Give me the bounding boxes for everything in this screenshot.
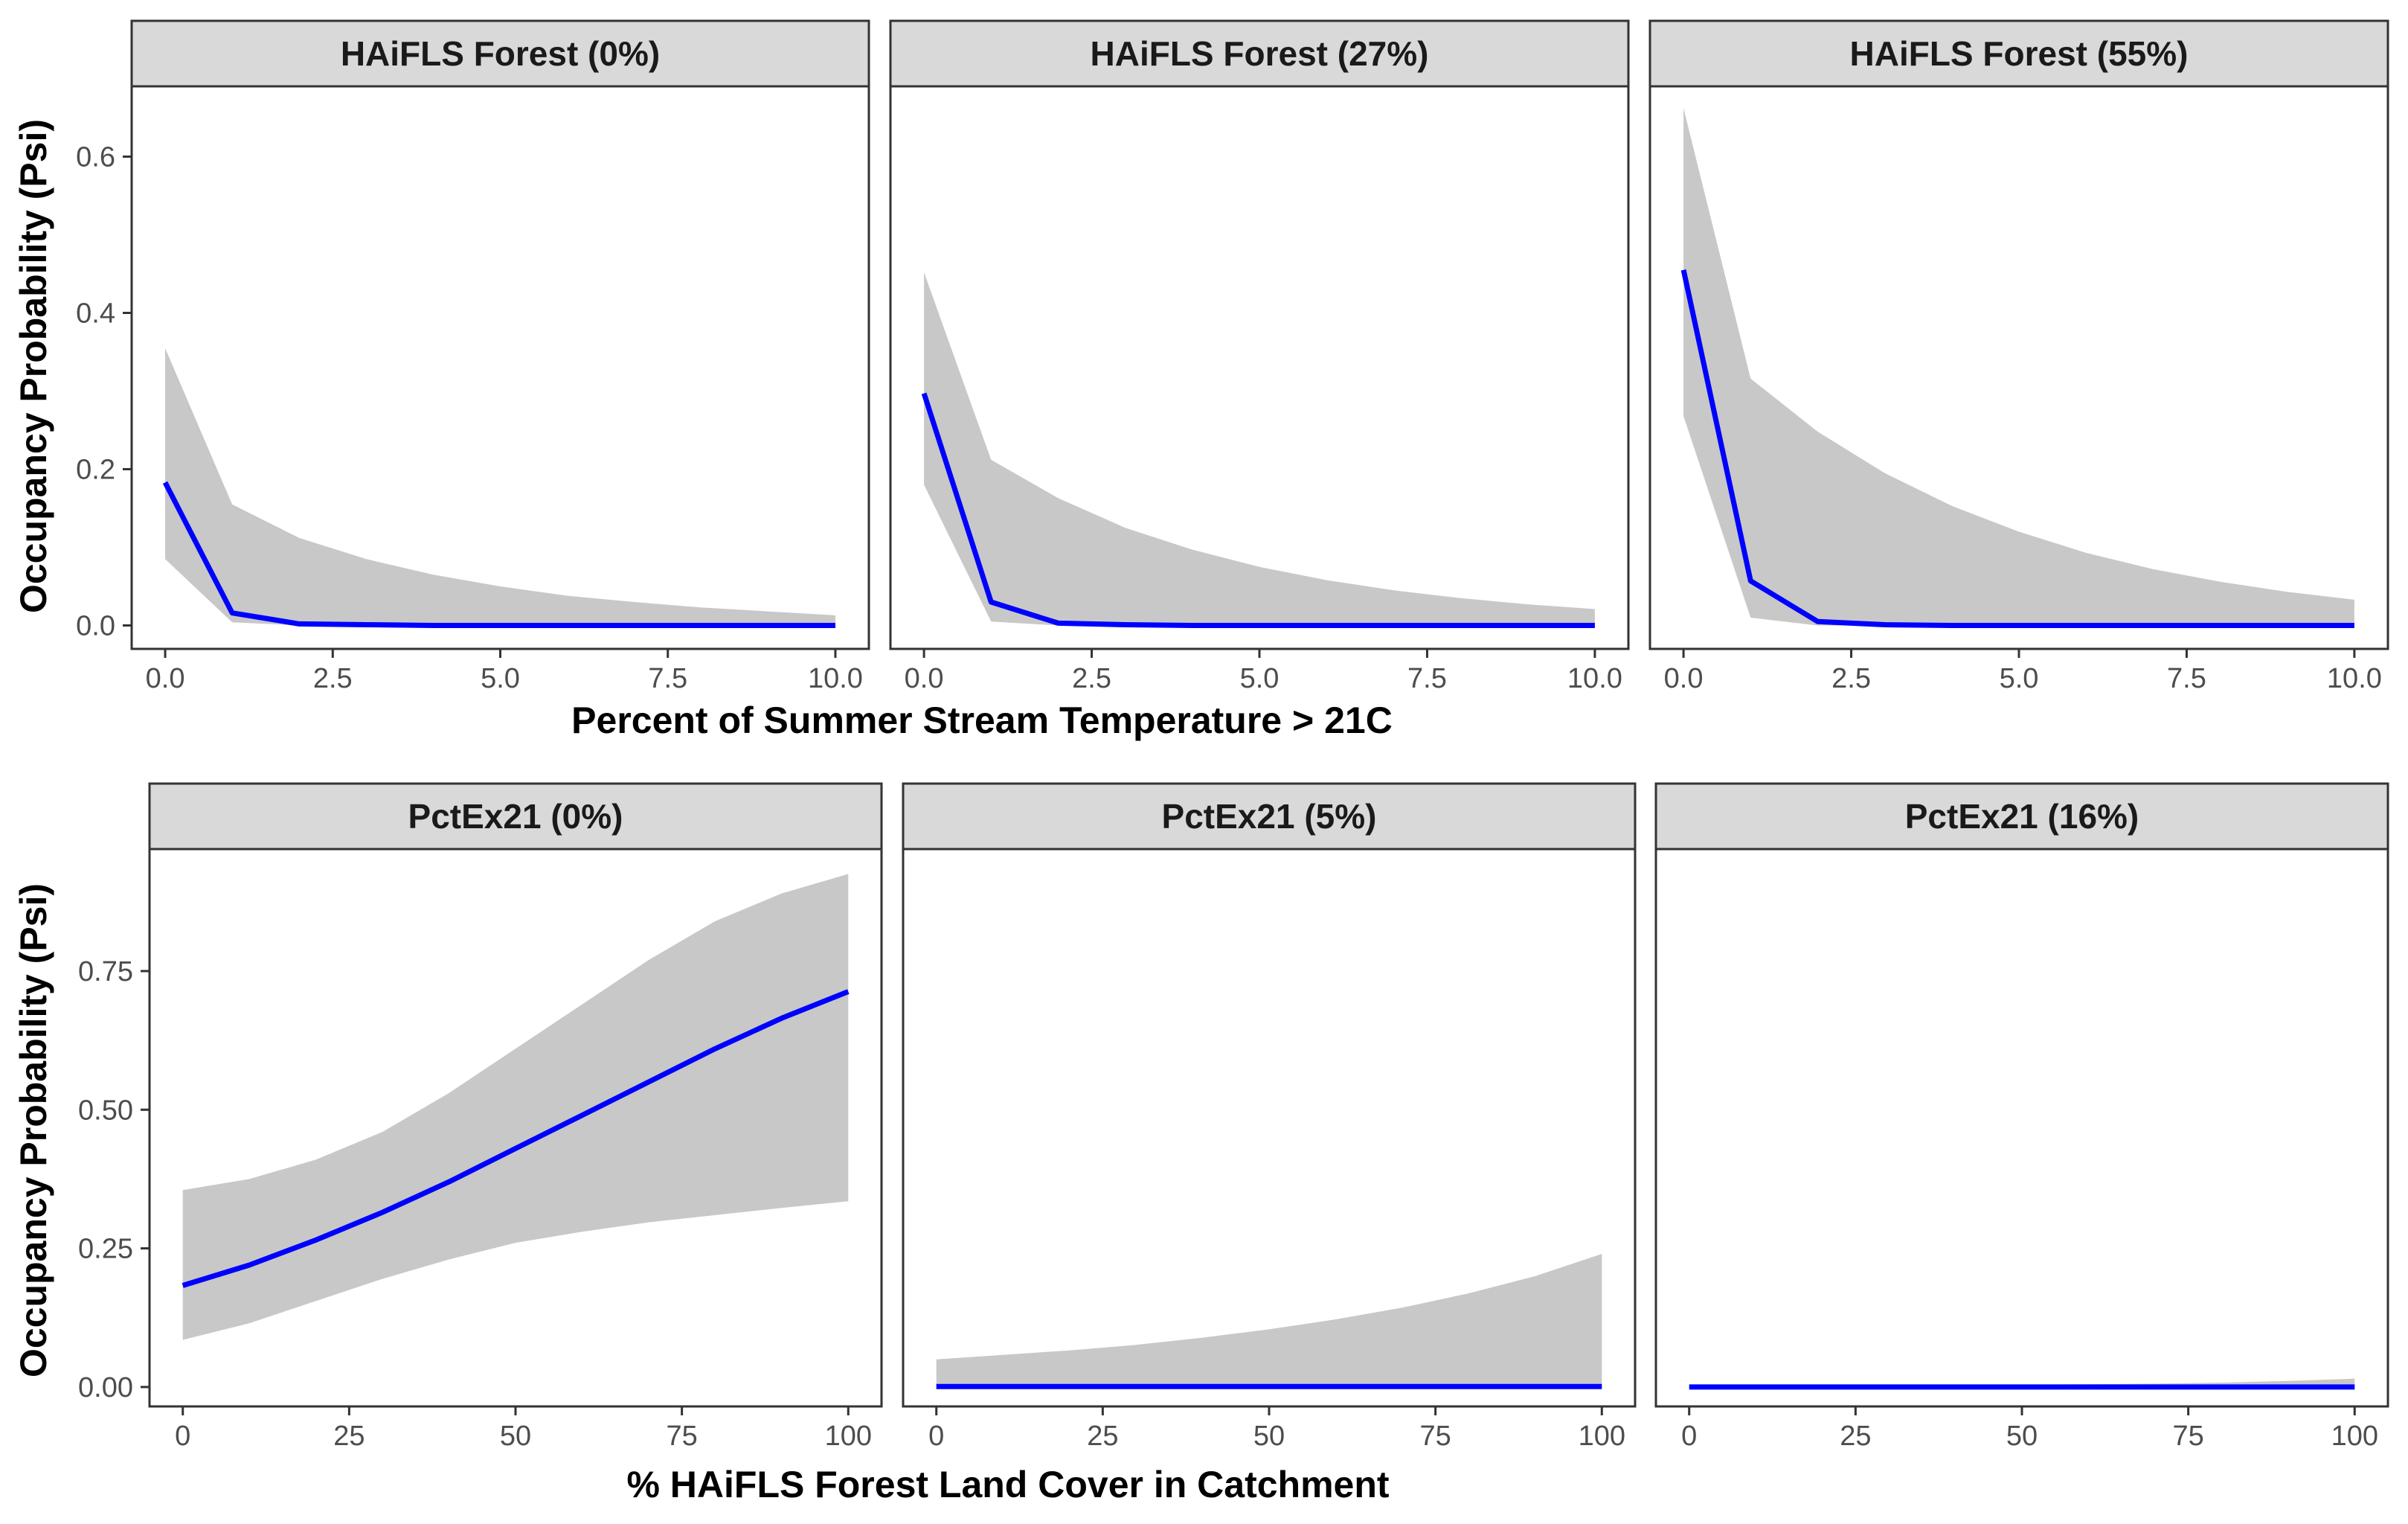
- occupancy-line: [1680, 269, 2354, 628]
- facet-title: HAiFLS Forest (27%): [1091, 34, 1429, 73]
- bottom-y-axis-title: Occupancy Probability (Psi): [13, 883, 54, 1377]
- facet-strip: [1648, 19, 2389, 88]
- x-tick-label: 75: [1419, 1421, 1451, 1452]
- facet-panels: HAiFLS Forest (0%) 0.0 2.5 5.0 7.5 10.0 0.0 0.2…: [76, 19, 2389, 1452]
- facet-title: PctEx21 (0%): [408, 797, 623, 836]
- y-tick-label: 0.50: [78, 1095, 133, 1126]
- facet-strip: [130, 19, 870, 88]
- y-tick-label: 0.6: [76, 142, 115, 173]
- occupancy-line: [162, 481, 835, 628]
- data-layer: [921, 272, 1595, 628]
- y-tick-label: 0.0: [76, 611, 115, 642]
- confidence-ribbon: [165, 348, 835, 626]
- data-layer: [182, 874, 850, 1340]
- facet-title: HAiFLS Forest (0%): [341, 34, 660, 73]
- x-tick-label: 0.0: [905, 663, 944, 694]
- top-y-axis-title: Occupancy Probability (Psi): [13, 119, 54, 613]
- y-tick-label: 0.25: [78, 1234, 133, 1265]
- facet-panel: HAiFLS Forest (27%) 0.0 2.5 5.0 7.5 10.0: [889, 19, 1630, 694]
- x-tick-label: 50: [500, 1421, 531, 1452]
- confidence-ribbon: [936, 1254, 1602, 1387]
- x-tick-label: 0: [1681, 1421, 1697, 1452]
- top-x-axis-title: Percent of Summer Stream Temperature > 2…: [571, 699, 1393, 741]
- x-tick-label: 5.0: [481, 663, 520, 694]
- panel-background: [1656, 849, 2388, 1406]
- x-tick-label: 7.5: [1407, 663, 1447, 694]
- facet-panel: PctEx21 (5%) 0 25 50 75 100: [902, 782, 1637, 1452]
- facet-panel: PctEx21 (16%) 0 25 50 75 100: [1654, 782, 2389, 1452]
- x-tick-label: 50: [1253, 1421, 1285, 1452]
- facet-strip: [902, 782, 1637, 851]
- y-tick-label: 0.4: [76, 298, 115, 330]
- x-tick-label: 100: [2331, 1421, 2378, 1452]
- bottom-x-axis-title: % HAiFLS Forest Land Cover in Catchment: [626, 1464, 1389, 1505]
- data-layer: [1680, 108, 2354, 628]
- data-layer: [936, 1254, 1602, 1389]
- x-tick-label: 5.0: [2000, 663, 2039, 694]
- facet-title: PctEx21 (16%): [1905, 797, 2139, 836]
- x-tick-label: 10.0: [1567, 663, 1622, 694]
- x-tick-label: 50: [2006, 1421, 2038, 1452]
- x-tick-label: 10.0: [2327, 663, 2382, 694]
- x-tick-label: 100: [1579, 1421, 1625, 1452]
- facet-strip: [148, 782, 883, 851]
- x-tick-label: 75: [666, 1421, 697, 1452]
- x-tick-label: 100: [825, 1421, 872, 1452]
- facet-panel: PctEx21 (0%) 0 25 50 75 100 0.00 0.25 0.50 0.75: [78, 782, 883, 1452]
- occupancy-line: [182, 989, 850, 1288]
- x-tick-label: 0: [175, 1421, 190, 1452]
- y-tick-label: 0.2: [76, 455, 115, 486]
- x-tick-label: 0.0: [146, 663, 185, 694]
- facet-panel: HAiFLS Forest (0%) 0.0 2.5 5.0 7.5 10.0 0.0 0.2…: [76, 19, 870, 694]
- x-tick-label: 2.5: [1072, 663, 1111, 694]
- data-layer: [1689, 1378, 2355, 1390]
- y-tick-label: 0.00: [78, 1372, 133, 1403]
- facet-title: HAiFLS Forest (55%): [1850, 34, 2189, 73]
- occupancy-line: [921, 392, 1595, 628]
- x-tick-label: 0: [928, 1421, 944, 1452]
- x-tick-label: 75: [2172, 1421, 2203, 1452]
- facet-panel: HAiFLS Forest (55%) 0.0 2.5 5.0 7.5 10.0: [1648, 19, 2389, 694]
- x-tick-label: 25: [333, 1421, 365, 1452]
- data-layer: [162, 348, 835, 628]
- x-tick-label: 0.0: [1664, 663, 1704, 694]
- facet-title: PctEx21 (5%): [1162, 797, 1377, 836]
- x-tick-label: 7.5: [2167, 663, 2206, 694]
- x-tick-label: 5.0: [1240, 663, 1280, 694]
- x-tick-label: 25: [1087, 1421, 1118, 1452]
- confidence-ribbon: [1683, 108, 2354, 626]
- x-tick-label: 10.0: [808, 663, 863, 694]
- x-tick-label: 2.5: [1831, 663, 1871, 694]
- confidence-ribbon: [924, 272, 1595, 626]
- x-tick-label: 7.5: [648, 663, 687, 694]
- x-tick-label: 25: [1840, 1421, 1871, 1452]
- x-tick-label: 2.5: [313, 663, 353, 694]
- y-tick-label: 0.75: [78, 956, 133, 987]
